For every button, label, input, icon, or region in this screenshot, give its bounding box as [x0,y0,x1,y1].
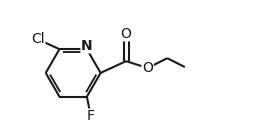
Text: O: O [121,27,132,41]
Text: N: N [81,39,93,53]
Text: F: F [87,109,95,123]
Text: Cl: Cl [31,32,45,46]
Text: O: O [142,61,153,75]
